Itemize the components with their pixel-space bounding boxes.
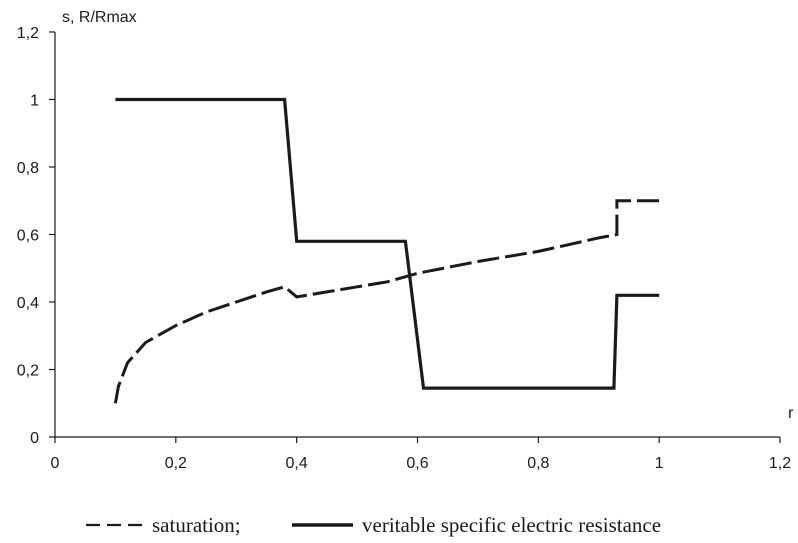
x-tick-label: 1 <box>655 455 664 472</box>
y-tick-label: 0 <box>30 430 39 447</box>
x-tick-label: 0,8 <box>527 455 549 472</box>
series-group <box>113 97 660 404</box>
y-tick-label: 1,2 <box>17 25 39 42</box>
axes <box>54 32 780 438</box>
x-tick-label: 0,2 <box>165 455 187 472</box>
legend-label-resistance: veritable specific electric resistance <box>362 513 661 537</box>
x-tick-label: 1,2 <box>769 455 791 472</box>
tick-labels: 0 0,2 0,4 0,6 0,8 1 1,2 0 0,2 0,4 0,6 0,8 1 1,2 <box>17 25 791 472</box>
y-tick-label: 0,8 <box>17 160 39 177</box>
x-tick-label: 0 <box>51 455 60 472</box>
y-tick-label: 0,4 <box>17 295 39 312</box>
y-axis-title: s, R/Rmax <box>62 9 137 26</box>
y-tick-label: 0,2 <box>17 363 39 380</box>
x-tick-label: 0,6 <box>406 455 428 472</box>
legend-label-saturation: saturation; <box>152 513 241 537</box>
x-tick-label: 0,4 <box>286 455 308 472</box>
legend: saturation; veritable specific electric … <box>86 513 661 537</box>
y-tick-label: 0,6 <box>17 228 39 245</box>
series-line-resistance <box>115 97 660 390</box>
ticks <box>49 31 781 443</box>
x-axis-title: r <box>788 405 794 422</box>
series-line-saturation <box>113 199 660 404</box>
y-tick-label: 1 <box>30 93 39 110</box>
